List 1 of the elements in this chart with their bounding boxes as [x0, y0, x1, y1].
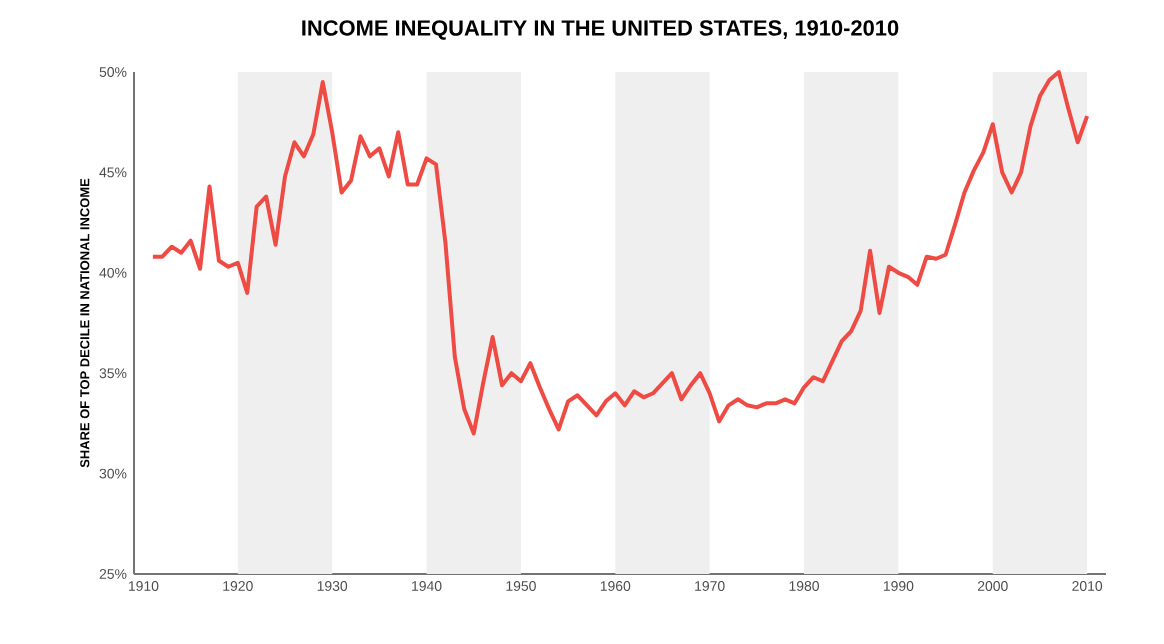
- chart-title: INCOME INEQUALITY IN THE UNITED STATES, 1910-2010: [302, 20, 899, 40]
